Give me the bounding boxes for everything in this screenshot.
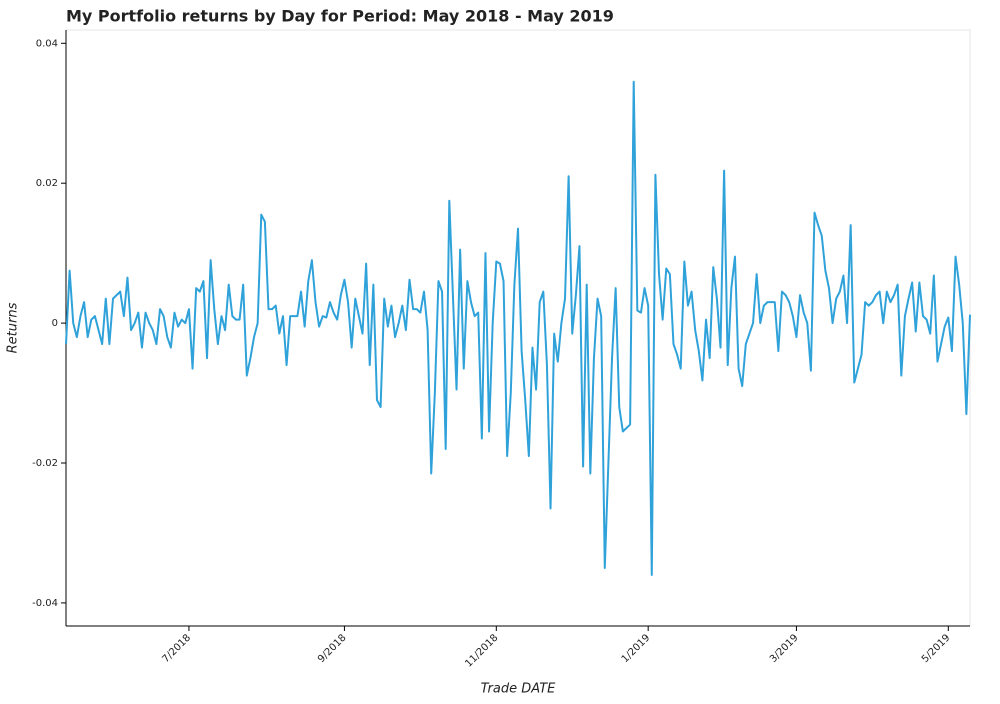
chart-title: My Portfolio returns by Day for Period: … bbox=[66, 7, 614, 26]
y-tick-label: -0.04 bbox=[32, 598, 58, 609]
y-tick-label: 0.04 bbox=[36, 38, 58, 49]
plot-frame bbox=[65, 29, 971, 627]
y-axis-label: Returns bbox=[6, 302, 21, 353]
y-tick-label: 0.02 bbox=[36, 178, 58, 189]
y-tick-label: 0 bbox=[52, 318, 58, 329]
x-tick-label: 9/2018 bbox=[316, 632, 349, 665]
x-tick-label: 11/2018 bbox=[463, 632, 500, 669]
return-line bbox=[65, 80, 971, 576]
x-tick-label: 3/2019 bbox=[768, 632, 801, 665]
x-tick-label: 1/2019 bbox=[620, 632, 653, 665]
x-tick-label: 7/2018 bbox=[161, 632, 194, 665]
x-axis-label: Trade DATE bbox=[481, 682, 557, 697]
x-tick-label: 5/2019 bbox=[920, 632, 953, 665]
y-tick-label: -0.02 bbox=[32, 458, 58, 469]
